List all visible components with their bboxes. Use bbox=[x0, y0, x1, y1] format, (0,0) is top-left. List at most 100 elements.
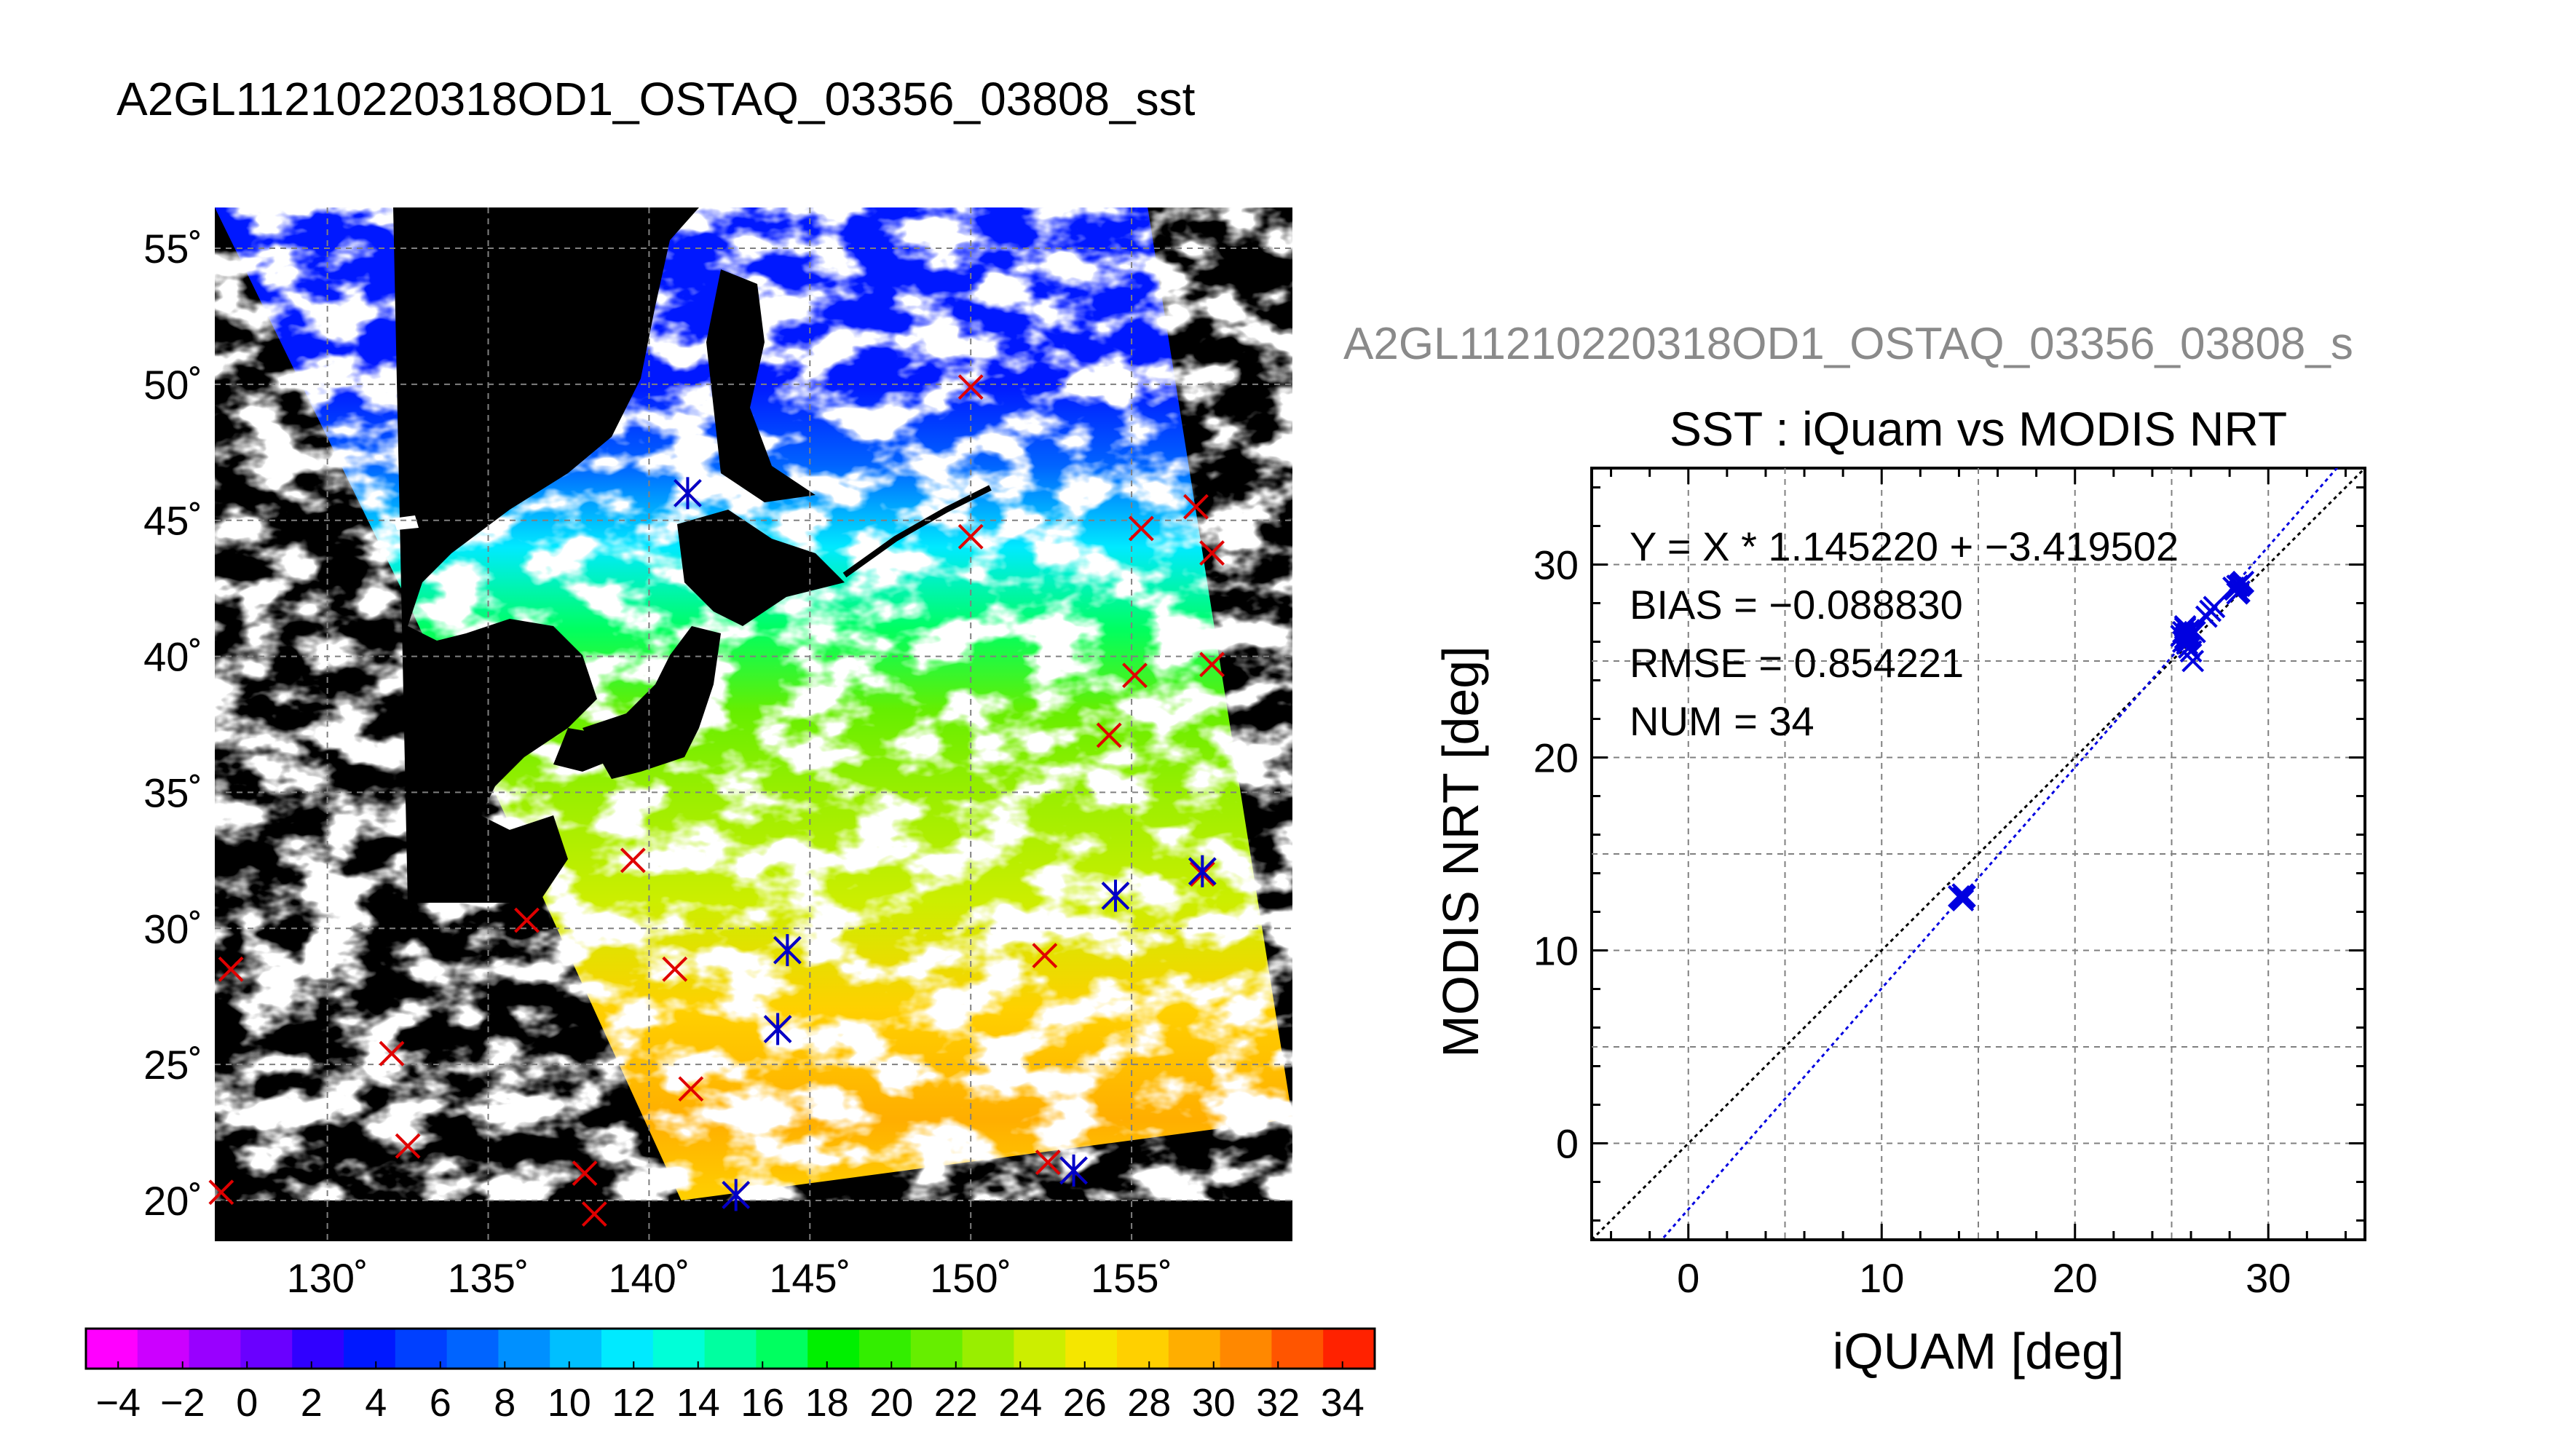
colorbar-tick-label: 30 bbox=[1192, 1381, 1236, 1425]
scatter-stats: Y = X * 1.145220 + −3.419502 BIAS = −0.0… bbox=[1630, 523, 2179, 744]
colorbar-tick-label: 10 bbox=[548, 1381, 591, 1425]
map-y-tick-label: 20˚ bbox=[143, 1178, 202, 1224]
colorbar-frame bbox=[84, 1327, 1376, 1370]
colorbar-tick-label: 8 bbox=[494, 1381, 516, 1425]
scatter-point bbox=[2228, 580, 2251, 604]
buoy-marker-red-x bbox=[1183, 494, 1209, 520]
colorbar-tick-label: 14 bbox=[676, 1381, 720, 1425]
map-x-tick-label: 130˚ bbox=[287, 1255, 368, 1301]
colorbar-cell bbox=[601, 1329, 654, 1369]
scatter-y-tick-label: 0 bbox=[1556, 1121, 1579, 1167]
scatter-y-tick-label: 10 bbox=[1533, 928, 1579, 974]
colorbar-cell bbox=[1065, 1329, 1118, 1369]
buoy-marker-red-x bbox=[218, 956, 244, 982]
scatter-point bbox=[2203, 596, 2226, 619]
buoy-marker-red-x bbox=[581, 1201, 607, 1227]
colorbar-tick-label: 12 bbox=[612, 1381, 655, 1425]
scatter-x-tick-label: 10 bbox=[1859, 1255, 1904, 1301]
scatter-y-tick-label: 20 bbox=[1533, 735, 1579, 781]
colorbar-tick-label: 22 bbox=[934, 1381, 978, 1425]
buoy-marker-red-x bbox=[1199, 540, 1225, 566]
scatter-points bbox=[1948, 570, 2255, 912]
colorbar-tick-label: 20 bbox=[869, 1381, 913, 1425]
buoy-marker-blue-star bbox=[1059, 1154, 1088, 1187]
scatter-axes: 0 10 20 30 0 10 20 30 bbox=[1533, 468, 2365, 1301]
colorbar-tick-label: 18 bbox=[805, 1381, 849, 1425]
land-kuril-islands bbox=[842, 485, 992, 578]
map-x-tick-label: 150˚ bbox=[930, 1255, 1011, 1301]
buoy-marker-blue-star bbox=[722, 1179, 751, 1211]
colorbar-cell bbox=[962, 1329, 1014, 1369]
colorbar-cell bbox=[446, 1329, 499, 1369]
scatter-y-tick-label: 30 bbox=[1533, 542, 1579, 588]
buoy-marker-blue-star bbox=[763, 1013, 792, 1045]
colorbar-tick-label: 4 bbox=[365, 1381, 387, 1425]
buoy-marker-red-x bbox=[1122, 662, 1148, 689]
buoy-marker-blue-star bbox=[1101, 879, 1130, 912]
stats-bias: BIAS = −0.088830 bbox=[1630, 582, 1963, 628]
buoy-marker-red-x bbox=[514, 907, 540, 933]
map-y-tick-label: 45˚ bbox=[143, 498, 202, 544]
map-y-tick-label: 40˚ bbox=[143, 634, 202, 680]
colorbar-cell bbox=[1271, 1329, 1324, 1369]
buoy-marker-red-x bbox=[678, 1076, 704, 1102]
buoy-marker-red-x bbox=[620, 847, 646, 874]
map-gridlines bbox=[215, 207, 1292, 1241]
colorbar-tick-label: 32 bbox=[1256, 1381, 1300, 1425]
colorbar-tick-label: 24 bbox=[998, 1381, 1042, 1425]
map-y-tick-label: 30˚ bbox=[143, 906, 202, 951]
colorbar-cell bbox=[395, 1329, 448, 1369]
buoy-marker-red-x bbox=[1199, 652, 1225, 678]
scatter-x-tick-label: 0 bbox=[1677, 1255, 1699, 1301]
map-x-tick-label: 155˚ bbox=[1091, 1255, 1172, 1301]
buoy-marker-red-x bbox=[1032, 943, 1058, 969]
buoy-marker-red-x bbox=[395, 1133, 421, 1159]
colorbar-cell bbox=[1220, 1329, 1272, 1369]
colorbar-tick-label: 34 bbox=[1321, 1381, 1365, 1425]
buoy-marker-red-x bbox=[957, 523, 984, 550]
land-asia-mainland bbox=[393, 207, 699, 903]
land-kyushu-shikoku bbox=[553, 728, 619, 772]
map-y-tick-label: 25˚ bbox=[143, 1042, 202, 1088]
page-title: A2GL11210220318OD1_OSTAQ_03356_03808_sst bbox=[117, 73, 1196, 125]
buoy-marker-blue-star bbox=[674, 477, 702, 510]
map-x-tick-label: 140˚ bbox=[608, 1255, 690, 1301]
buoy-marker-blue-star bbox=[773, 934, 802, 967]
land-hokkaido bbox=[677, 510, 845, 626]
scatter-x-tick-label: 30 bbox=[2246, 1255, 2291, 1301]
scatter-x-label: iQUAM [deg] bbox=[1833, 1323, 2125, 1380]
colorbar-cell bbox=[344, 1329, 396, 1369]
map-x-tick-label: 135˚ bbox=[447, 1255, 529, 1301]
colorbar-cell bbox=[1014, 1329, 1066, 1369]
colorbar-tick-label: −4 bbox=[95, 1381, 141, 1425]
buoy-marker-red-x bbox=[1035, 1150, 1061, 1176]
map-y-tick-label: 50˚ bbox=[143, 362, 202, 408]
buoy-marker-red-x bbox=[1128, 515, 1154, 542]
scatter-y-label: MODIS NRT [deg] bbox=[1432, 646, 1489, 1057]
colorbar-cell bbox=[704, 1329, 757, 1369]
map-axes: 130˚ 135˚ 140˚ 145˚ 150˚ 155˚ 20˚ 25˚ 30˚ 35˚ 40˚ 4… bbox=[143, 226, 1172, 1301]
buoy-marker-blue-star bbox=[1188, 855, 1217, 887]
buoy-marker-red-x bbox=[1096, 722, 1122, 748]
colorbar-cell bbox=[137, 1329, 190, 1369]
colorbar-tick-label: 16 bbox=[741, 1381, 784, 1425]
map-x-tick-label: 145˚ bbox=[769, 1255, 850, 1301]
colorbar-cell bbox=[240, 1329, 293, 1369]
scatter-plot: A2GL11210220318OD1_OSTAQ_03356_03808_s S… bbox=[1343, 319, 2366, 1380]
scatter-title: SST : iQuam vs MODIS NRT bbox=[1670, 402, 2287, 456]
colorbar-cell bbox=[807, 1329, 860, 1369]
colorbar-cell bbox=[756, 1329, 808, 1369]
sst-map: 130˚ 135˚ 140˚ 145˚ 150˚ 155˚ 20˚ 25˚ 30˚ 35˚ 40˚ 4… bbox=[84, 207, 1376, 1425]
colorbar-cell bbox=[652, 1329, 706, 1369]
scatter-point bbox=[2179, 640, 2203, 663]
land-small-island bbox=[393, 515, 419, 530]
land-sakhalin bbox=[706, 269, 816, 502]
buoy-marker-red-x bbox=[208, 1179, 234, 1206]
colorbar-cell bbox=[86, 1329, 138, 1369]
scatter-point bbox=[2173, 614, 2197, 638]
scatter-point bbox=[2226, 574, 2249, 598]
buoy-marker-red-x bbox=[662, 956, 688, 982]
colorbar-tick-label: 28 bbox=[1127, 1381, 1171, 1425]
colorbar-tick-label: 26 bbox=[1063, 1381, 1107, 1425]
